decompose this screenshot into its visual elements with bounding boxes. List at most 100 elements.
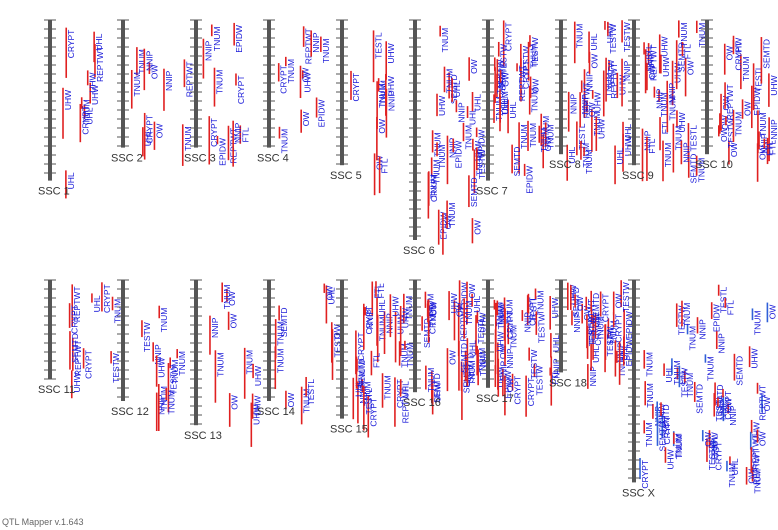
qtl-trait-label: FTL (683, 44, 693, 59)
chromosome-label: SSC 8 (549, 159, 581, 171)
chromosome-bar (121, 280, 125, 401)
qtl-trait-label: UHL (84, 107, 94, 124)
qtl-trait-label: UHW (734, 38, 744, 58)
qtl-trait-label: NNIP (447, 137, 457, 158)
qtl-trait-label: TESTL (719, 286, 729, 313)
qtl-trait-label: SEMTD (715, 384, 725, 414)
qtl-trait-label: TNUM (405, 343, 415, 368)
qtl-trait-label: UHW (253, 396, 263, 416)
qtl-trait-label: NNIP (153, 344, 163, 365)
qtl-trait-label: NNIP (210, 317, 220, 338)
chromosome-label: SSC 15 (330, 424, 368, 436)
qtl-trait-label: UHW (750, 348, 760, 368)
qtl-trait-label: FTL (240, 127, 250, 142)
chromosome-label: SSC 17 (476, 393, 514, 405)
qtl-trait-label: CRYPT (504, 22, 514, 51)
qtl-trait-label: FTL (764, 141, 774, 156)
qtl-trait-label: OW (767, 305, 777, 320)
qtl-trait-label: TNUM (500, 91, 510, 116)
qtl-trait-label: CRYPT (505, 310, 515, 339)
qtl-trait-label: REPTWT (586, 299, 596, 335)
qtl-trait-label: NNIP (698, 319, 708, 340)
qtl-trait-label: TNUM (688, 326, 698, 351)
qtl-trait-label: CRYPT (428, 305, 438, 334)
qtl-trait-label: TESTW (606, 60, 616, 90)
qtl-trait-label: TNUM (508, 325, 518, 350)
qtl-trait-label: TNUM (437, 144, 447, 169)
qtl-trait-label: SEMTD (422, 318, 432, 348)
qtl-trait-label: CRYPT (640, 460, 650, 489)
qtl-trait-label: OW (729, 142, 739, 157)
chromosome-label: SSC 9 (622, 170, 654, 182)
version-label: QTL Mapper v.1.643 (2, 517, 84, 527)
qtl-trait-label: UHW (477, 312, 487, 332)
qtl-trait-label: UHW (605, 23, 615, 43)
qtl-trait-label: OW (377, 119, 387, 134)
chromosome-bar (705, 20, 709, 155)
qtl-trait-label: UHL (143, 129, 153, 146)
qtl-trait-label: TESTW (534, 366, 544, 396)
qtl-trait-label: SEMTD (761, 39, 771, 69)
qtl-trait-label: NNIP (728, 405, 738, 426)
qtl-trait-label: TNUM (177, 351, 187, 376)
qtl-trait-label: OW (300, 68, 310, 83)
qtl-trait-label: FTL (588, 328, 598, 343)
qtl-trait-label: OW (686, 60, 696, 75)
qtl-trait-label: OW (758, 145, 768, 160)
qtl-trait-label: TNUM (575, 24, 585, 49)
chromosome-ssc-12: SSC 12 (111, 279, 149, 418)
qtl-trait-label: TNUM (447, 203, 457, 228)
qtl-trait-label: OW (447, 350, 457, 365)
qtl-trait-label: CRYPT (733, 42, 743, 71)
qtl-trait-label: EPIDW (712, 304, 722, 332)
qtl-trait-label: SEMTD (449, 74, 459, 104)
qtl-trait-label: TNUM (426, 368, 436, 393)
qtl-trait-label: TNUM (383, 375, 393, 400)
qtl-trait-label: TNUM (212, 27, 222, 52)
qtl-trait-label: UHL (452, 80, 462, 97)
chromosome-ssc-13: SSC 13 (184, 279, 222, 442)
qtl-trait-label: OW (582, 306, 592, 321)
chromosome-bar (413, 20, 417, 240)
qtl-trait-label: UHW (593, 92, 603, 112)
qtl-trait-label: TESTW (536, 313, 546, 343)
qtl-trait-label: TESTW (142, 322, 152, 352)
qtl-trait-label: TNUM (478, 351, 488, 376)
qtl-trait-label: UHW (437, 96, 447, 116)
qtl-trait-label: UHW (63, 90, 73, 110)
qtl-trait-label: NNIP (572, 312, 582, 333)
qtl-trait-label: NNIP (505, 348, 515, 369)
qtl-trait-label: TNUM (245, 350, 255, 375)
qtl-trait-label: UHL (730, 458, 740, 475)
chromosome-bar (559, 280, 563, 373)
qtl-trait-label: TNUM (428, 302, 438, 327)
qtl-trait-label: OW (743, 101, 753, 116)
qtl-trait-label: REPTWT (95, 46, 105, 82)
qtl-trait-label: TESTW (529, 350, 539, 380)
qtl-trait-label: UHW (568, 285, 578, 305)
chromosome-label: SSC 13 (184, 430, 222, 442)
chromosome-bar (340, 280, 344, 419)
qtl-trait-label: UHL (353, 380, 363, 397)
qtl-trait-label: UHL (664, 365, 674, 382)
qtl-trait-label: TNUM (279, 129, 289, 154)
qtl-trait-label: TNUM (753, 469, 763, 494)
chromosome-label: SSC 3 (184, 153, 216, 165)
qtl-trait-label: TNUM (463, 125, 473, 150)
qtl-trait-label: TNUM (584, 149, 594, 174)
qtl-trait-label: OW (286, 393, 296, 408)
qtl-trait-label: REPTWT (73, 340, 83, 376)
qtl-trait-label: CRYPT (356, 332, 366, 361)
qtl-trait-label: UHL (467, 340, 477, 357)
qtl-trait-label: NNIP (588, 366, 598, 387)
chromosome-label: SSC 18 (549, 377, 587, 389)
qtl-trait-label: TNUM (530, 88, 540, 113)
qtl-trait-label: CRYPT (66, 30, 76, 59)
chromosome-bar (194, 280, 198, 426)
qtl-trait-label: NNIP (584, 71, 594, 92)
qtl-trait-label: TNUM (214, 70, 224, 95)
qtl-trait-label: OW (229, 314, 239, 329)
qtl-trait-label: EPIDW (503, 371, 513, 399)
qtl-trait-label: TNUM (682, 303, 692, 328)
qtl-trait-label: TNUM (733, 112, 743, 137)
